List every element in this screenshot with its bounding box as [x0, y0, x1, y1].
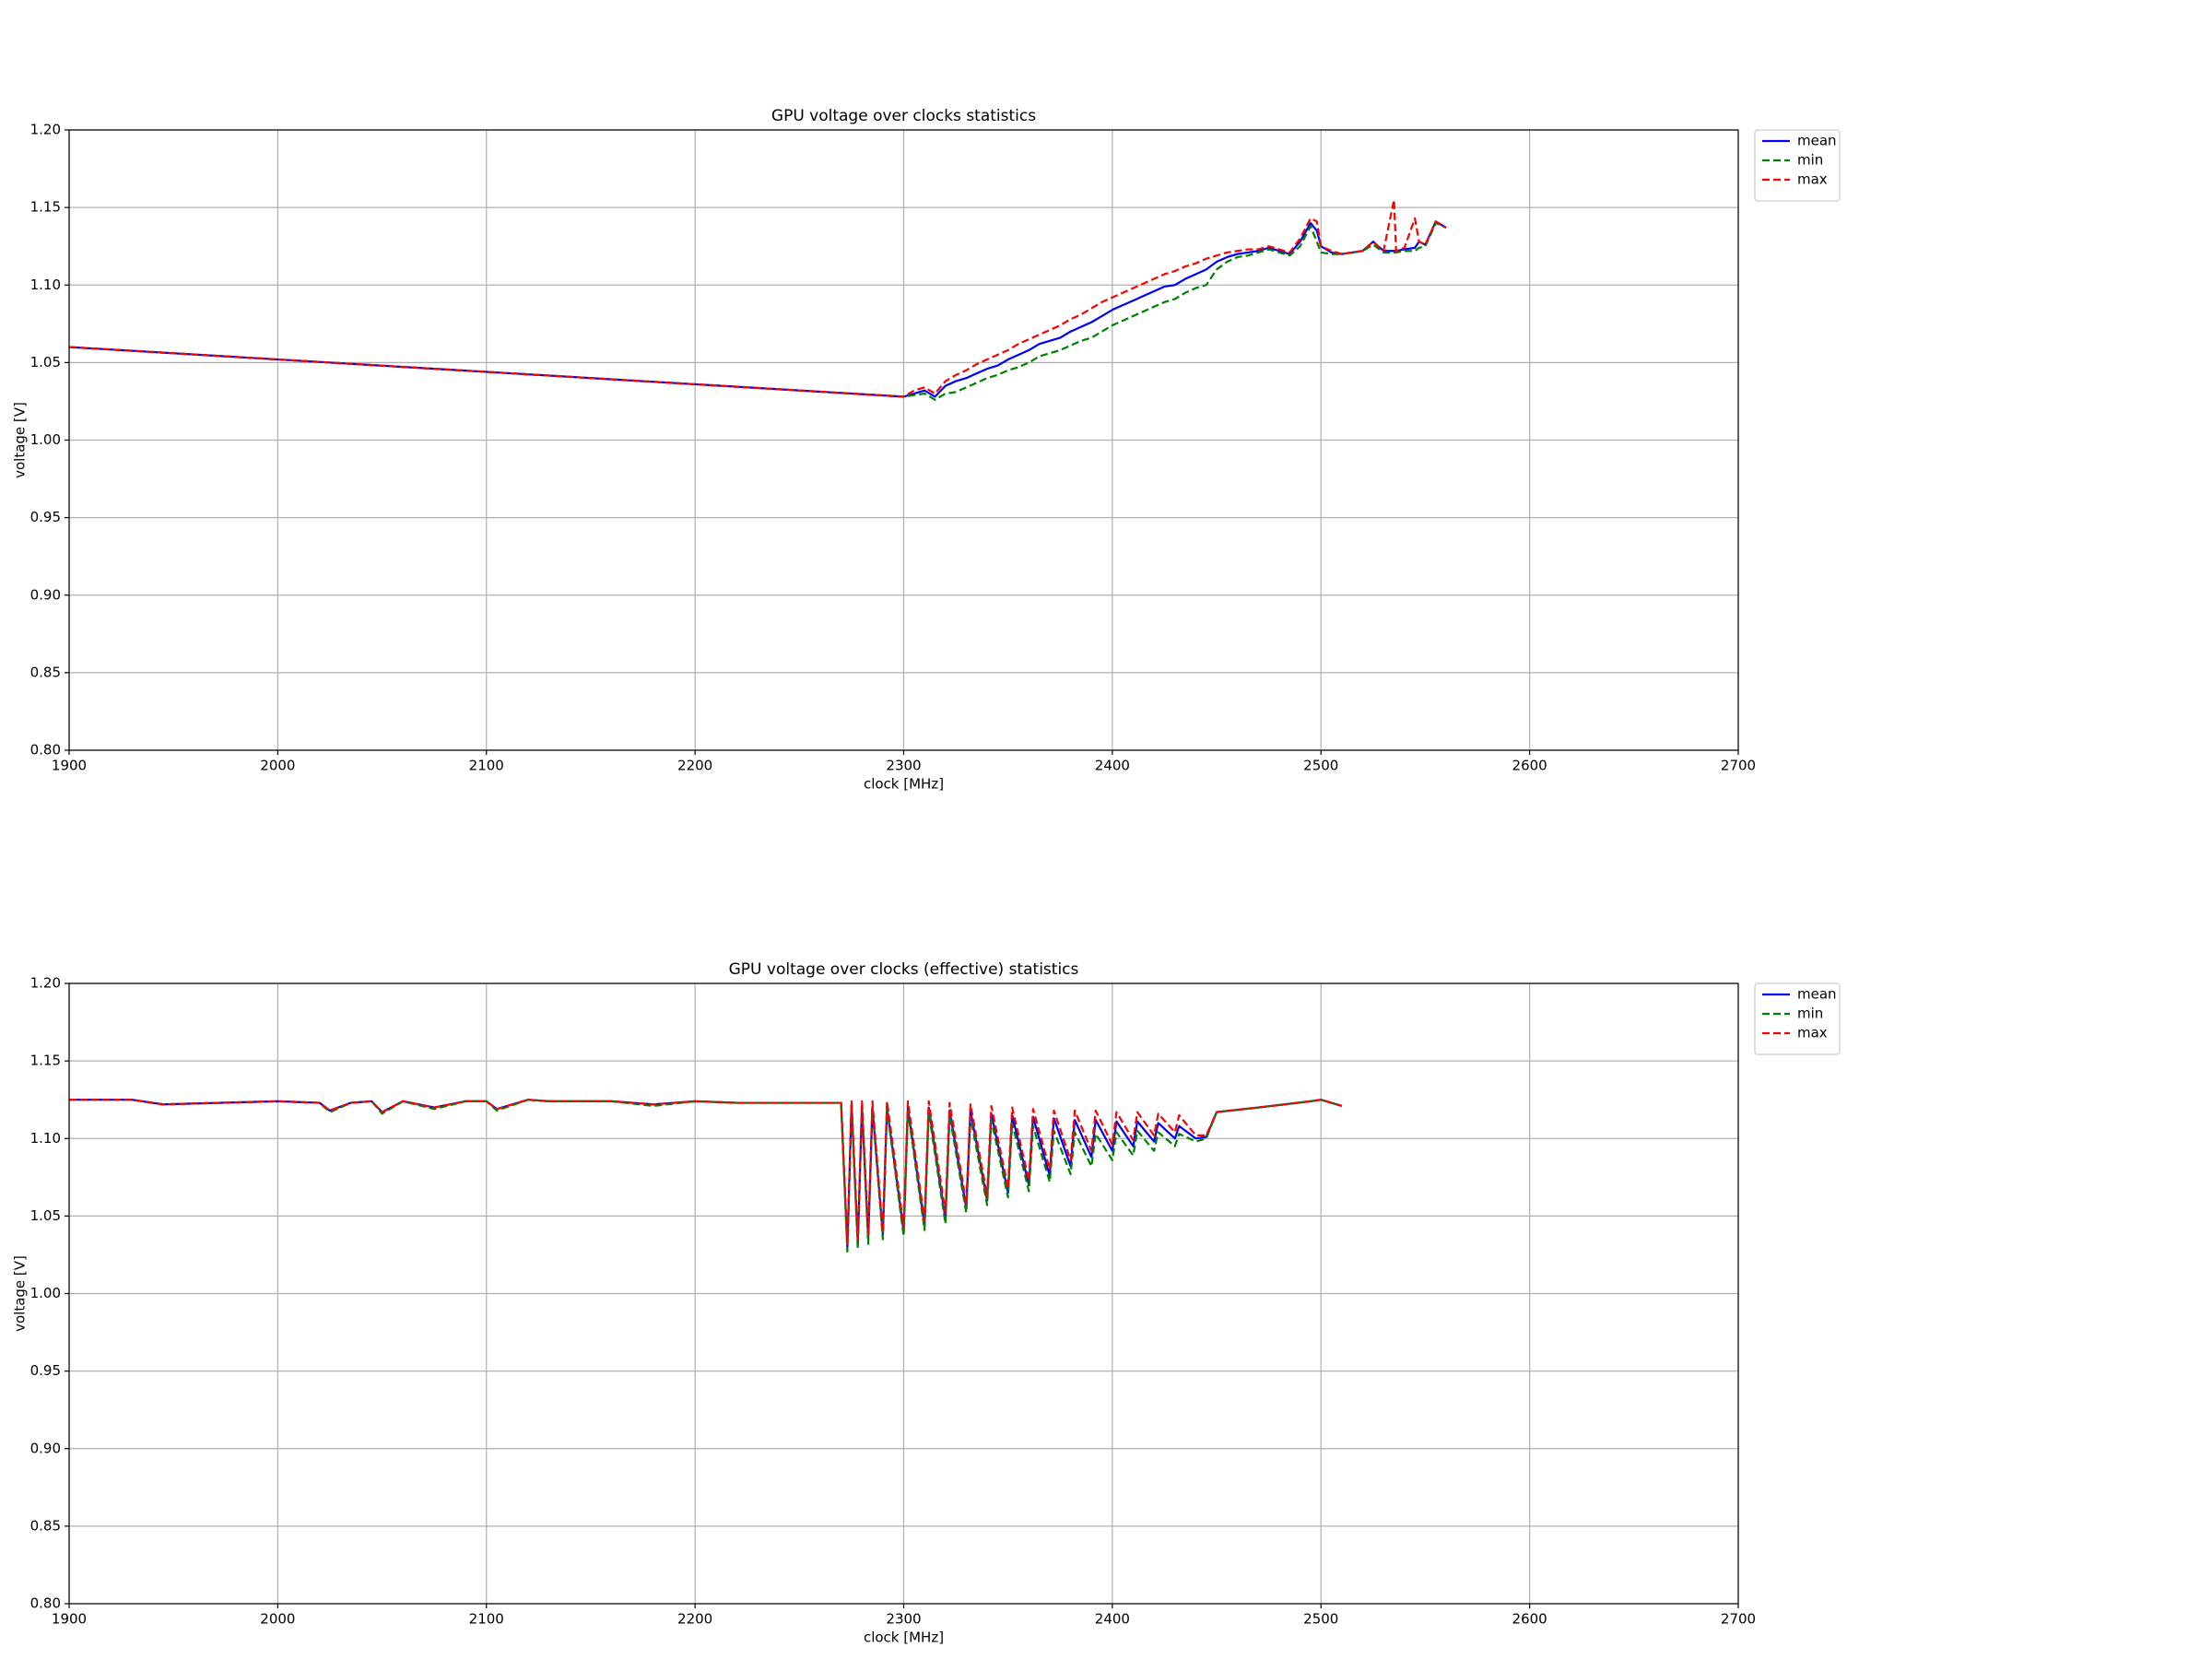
x-tick-label: 2600 [1512, 1611, 1547, 1628]
y-axis-label: voltage [V] [12, 402, 29, 478]
y-tick-label: 0.90 [30, 586, 61, 603]
x-axis-label: clock [MHz] [864, 776, 944, 793]
y-axis-label: voltage [V] [12, 1255, 29, 1332]
x-tick-label: 2100 [469, 1611, 504, 1628]
x-tick-label: 2500 [1303, 1611, 1338, 1628]
series-line [68, 198, 1447, 398]
x-tick-label: 2700 [1721, 1611, 1756, 1628]
y-tick-label: 0.95 [30, 509, 61, 525]
x-tick-label: 2000 [260, 1611, 295, 1628]
legend-box [1754, 982, 1841, 1055]
y-tick-label: 1.05 [30, 1207, 61, 1224]
legend-label: max [1797, 171, 1828, 188]
y-tick-label: 1.15 [30, 199, 61, 216]
x-tick-label: 2500 [1303, 758, 1338, 774]
x-tick-label: 2200 [677, 758, 712, 774]
legend-label: mean [1797, 986, 1837, 1003]
x-tick-label: 2700 [1721, 758, 1756, 774]
y-tick-label: 1.00 [30, 1285, 61, 1301]
y-tick-label: 1.10 [30, 1130, 61, 1147]
y-tick-label: 0.85 [30, 1517, 61, 1534]
series-line [69, 1099, 1343, 1249]
legend-label: min [1797, 152, 1823, 169]
y-tick-label: 0.90 [30, 1440, 61, 1456]
y-tick-label: 1.00 [30, 431, 61, 448]
y-tick-label: 1.05 [30, 354, 61, 371]
y-tick-label: 0.80 [30, 742, 61, 759]
legend-label: max [1797, 1025, 1828, 1041]
y-tick-label: 1.20 [30, 122, 61, 138]
chart-title: GPU voltage over clocks (effective) stat… [729, 960, 1079, 979]
legend-box [1754, 129, 1841, 202]
x-tick-label: 2400 [1095, 1611, 1130, 1628]
x-tick-label: 2400 [1095, 758, 1130, 774]
y-tick-label: 0.80 [30, 1595, 61, 1612]
y-tick-label: 1.10 [30, 276, 61, 293]
x-tick-label: 2200 [677, 1611, 712, 1628]
series-line [69, 1099, 1343, 1245]
series-line [68, 220, 1447, 398]
plot-frame [68, 129, 1739, 751]
legend: mean min max [1754, 982, 1841, 1055]
legend: mean min max [1754, 129, 1841, 202]
x-axis-label: clock [MHz] [864, 1630, 944, 1646]
chart-title: GPU voltage over clocks statistics [771, 107, 1036, 125]
y-tick-label: 1.20 [30, 975, 61, 992]
x-tick-label: 2100 [469, 758, 504, 774]
series-line [69, 1099, 1343, 1253]
x-tick-label: 2300 [886, 758, 921, 774]
y-tick-label: 0.95 [30, 1362, 61, 1379]
x-tick-label: 1900 [52, 1611, 87, 1628]
legend-label: mean [1797, 133, 1837, 149]
x-tick-label: 1900 [52, 758, 87, 774]
chart: GPU voltage over clocks statistics clock … [12, 107, 1841, 793]
y-tick-label: 0.85 [30, 664, 61, 680]
plot-frame [68, 982, 1739, 1605]
x-tick-label: 2600 [1512, 758, 1547, 774]
series-line [68, 221, 1447, 401]
x-tick-label: 2000 [260, 758, 295, 774]
x-tick-label: 2300 [886, 1611, 921, 1628]
chart: GPU voltage over clocks (effective) stat… [12, 960, 1841, 1646]
legend-label: min [1797, 1006, 1823, 1022]
y-tick-label: 1.15 [30, 1053, 61, 1069]
